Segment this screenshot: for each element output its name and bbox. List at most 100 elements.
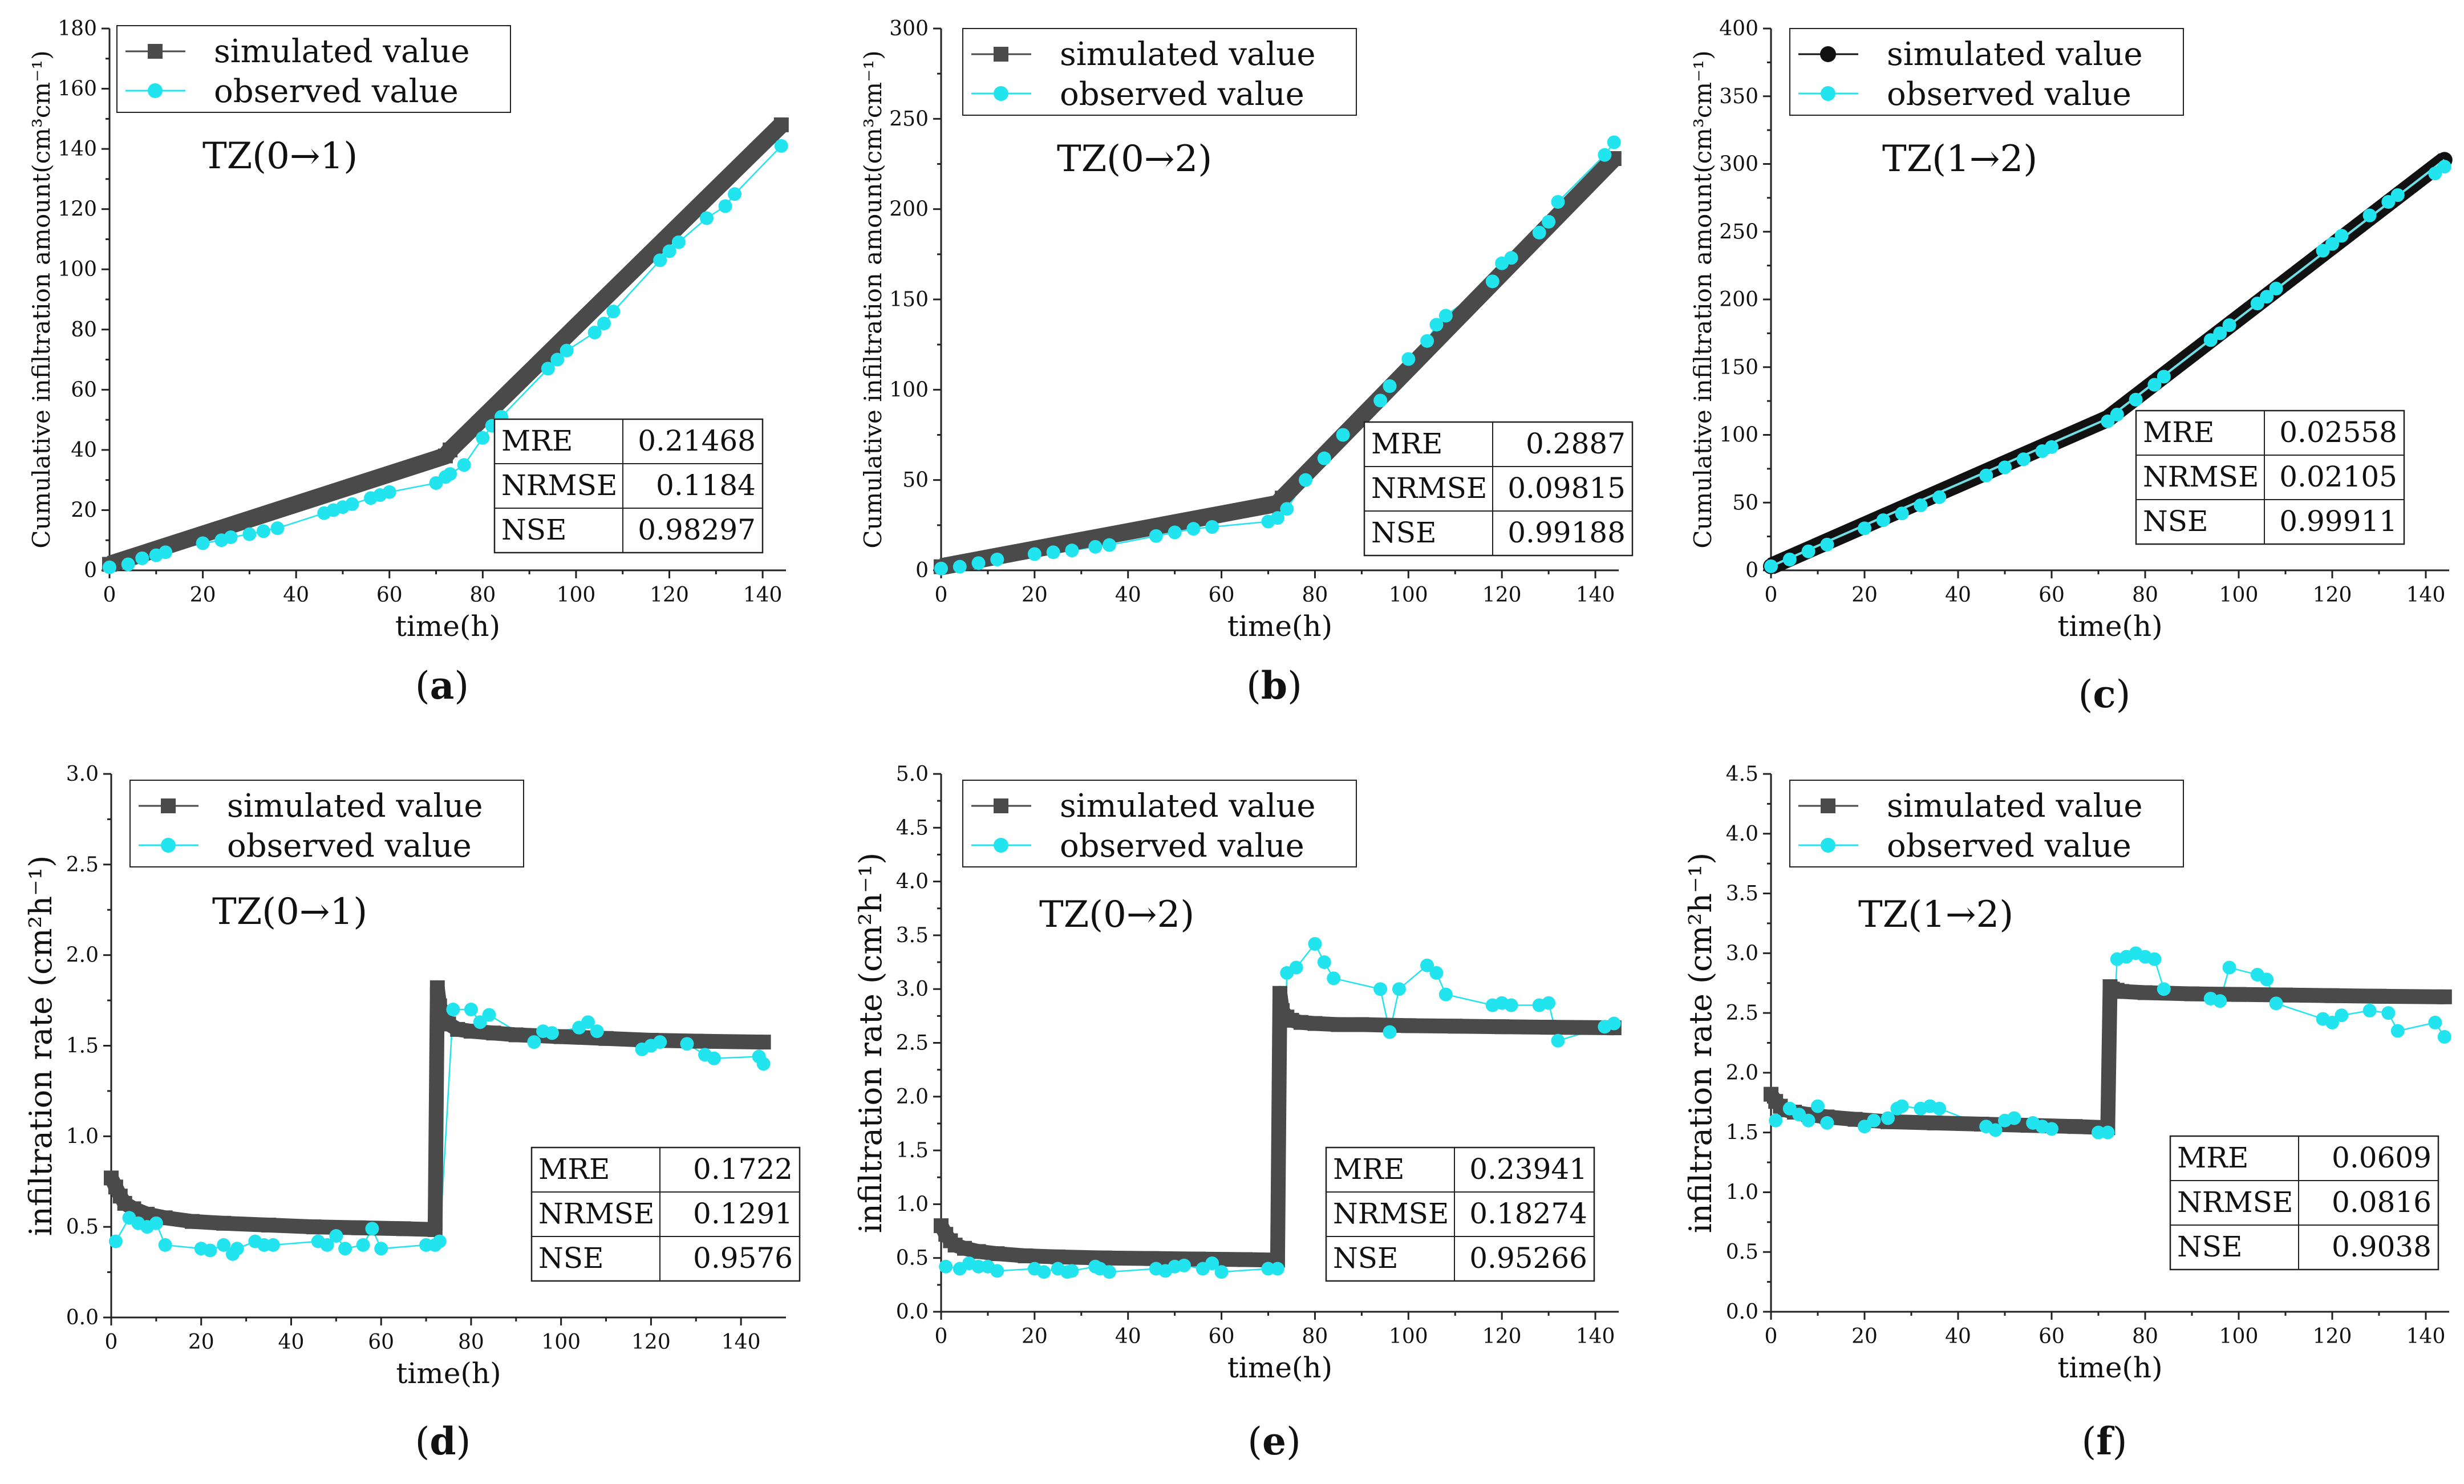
stats-label: NRMSE — [538, 1197, 654, 1230]
panel-label: (d) — [415, 1419, 471, 1463]
observed-point — [1504, 998, 1518, 1012]
stats-label: MRE — [2143, 416, 2214, 449]
observed-point — [230, 1242, 244, 1256]
x-tick-label: 60 — [2039, 583, 2065, 607]
observed-point — [2260, 290, 2274, 304]
observed-point — [1037, 1265, 1051, 1279]
observed-point — [1027, 547, 1041, 561]
observed-point — [1420, 958, 1434, 972]
x-tick-label: 120 — [650, 583, 689, 607]
y-tick-label: 50 — [1732, 491, 1758, 514]
x-tick-label: 20 — [1022, 583, 1048, 607]
observed-point — [1065, 544, 1079, 558]
stats-value: 0.02105 — [2279, 460, 2397, 493]
x-axis-title: time(h) — [1227, 610, 1332, 643]
legend-simulated-label: simulated value — [214, 33, 470, 70]
y-tick-label: 1.0 — [1726, 1181, 1758, 1204]
observed-point — [1979, 468, 1993, 482]
simulated-point — [216, 1215, 232, 1231]
x-tick-label: 100 — [557, 583, 596, 607]
stats-label: NSE — [1333, 1242, 1399, 1275]
observed-point — [2213, 994, 2227, 1008]
observed-point — [270, 521, 285, 536]
stats-table: MRE 0.1722 NRMSE 0.1291 NSE 0.9576 — [530, 1146, 801, 1282]
legend-simulated-label: simulated value — [1060, 788, 1316, 825]
simulated-point — [396, 1221, 411, 1236]
observed-point — [2016, 452, 2031, 467]
observed-point — [1308, 936, 1322, 951]
observed-point — [1782, 553, 1797, 566]
x-tick-label: 60 — [376, 583, 403, 607]
observed-point — [2129, 392, 2143, 407]
observed-point — [196, 536, 210, 550]
observed-point — [1214, 1265, 1229, 1279]
observed-point — [2390, 1024, 2405, 1038]
simulated-point — [429, 980, 445, 995]
observed-point — [2362, 208, 2377, 222]
stats-value: 0.0816 — [2332, 1186, 2431, 1219]
observed-point — [718, 199, 732, 213]
simulated-point — [427, 1222, 443, 1237]
legend-box — [129, 780, 524, 867]
stats-value: 0.02558 — [2279, 416, 2397, 449]
legend-sim-marker — [1820, 46, 1836, 62]
observed-point — [1438, 309, 1453, 323]
stats-label: MRE — [1333, 1153, 1404, 1186]
x-tick-label: 120 — [1482, 1325, 1522, 1348]
observed-point — [224, 530, 238, 544]
y-tick-label: 1.5 — [66, 1035, 99, 1058]
x-axis-title: time(h) — [395, 610, 500, 643]
simulated-point — [2068, 1119, 2082, 1134]
chart-panel-b: 0 50 100 150 200 250 300 0 20 40 60 80 100 120 140 time… — [859, 17, 1634, 708]
stats-label: NRMSE — [501, 469, 617, 502]
observed-point — [1764, 559, 1778, 573]
y-tick-label: 3.0 — [66, 763, 99, 786]
y-axis-title: Cumulative infiltration amount(cm³cm⁻¹) — [27, 50, 55, 548]
observed-point — [1401, 352, 1416, 366]
legend-obs-marker — [1821, 838, 1835, 853]
simulated-point — [1307, 1016, 1323, 1031]
observed-point — [2147, 952, 2162, 966]
y-tick-label: 1.0 — [896, 1193, 929, 1216]
stats-value: 0.1291 — [693, 1197, 793, 1230]
y-tick-label: 350 — [1719, 85, 1758, 108]
chart-panel-f: 0.0 0.5 1.0 1.5 2.0 2.5 3.0 3.5 4.0 4.5 0 20 40 60 80 1… — [1683, 763, 2452, 1463]
simulated-point — [486, 1025, 501, 1041]
observed-point — [2213, 326, 2227, 340]
observed-point — [1769, 1113, 1783, 1128]
y-tick-label: 200 — [1719, 288, 1758, 311]
x-tick-label: 40 — [283, 583, 309, 607]
observed-point — [256, 524, 270, 538]
observed-point — [1317, 451, 1331, 465]
y-tick-label: 100 — [1719, 424, 1758, 447]
simulated-point — [1018, 1248, 1033, 1263]
x-tick-label: 120 — [2313, 583, 2352, 607]
observed-point — [329, 1229, 343, 1243]
stats-box — [530, 1146, 801, 1282]
stats-label: NRMSE — [1333, 1197, 1449, 1230]
y-tick-label: 4.0 — [896, 870, 929, 894]
zone-label: TZ(0→1) — [202, 135, 358, 177]
observed-point — [203, 1243, 217, 1258]
observed-point — [2110, 407, 2124, 421]
simulated-point — [2138, 985, 2153, 1000]
simulated-point — [1237, 1252, 1253, 1267]
observed-point — [457, 458, 471, 472]
stats-value: 0.23941 — [1469, 1153, 1587, 1186]
y-tick-label: 60 — [71, 378, 97, 402]
panel-label: (e) — [1247, 1419, 1301, 1463]
simulated-point — [773, 117, 789, 132]
observed-point — [990, 553, 1004, 566]
stats-label: NSE — [2177, 1230, 2243, 1263]
observed-point — [1205, 520, 1219, 534]
stats-box — [1325, 1146, 1595, 1282]
observed-point — [1420, 334, 1434, 348]
stats-label: NSE — [2143, 505, 2208, 538]
x-tick-label: 0 — [935, 583, 948, 607]
simulated-point — [2372, 988, 2386, 1004]
observed-point — [1373, 982, 1388, 996]
panel-label: (c) — [2078, 672, 2131, 716]
stats-label: NSE — [501, 513, 567, 546]
observed-point — [2381, 1006, 2396, 1020]
